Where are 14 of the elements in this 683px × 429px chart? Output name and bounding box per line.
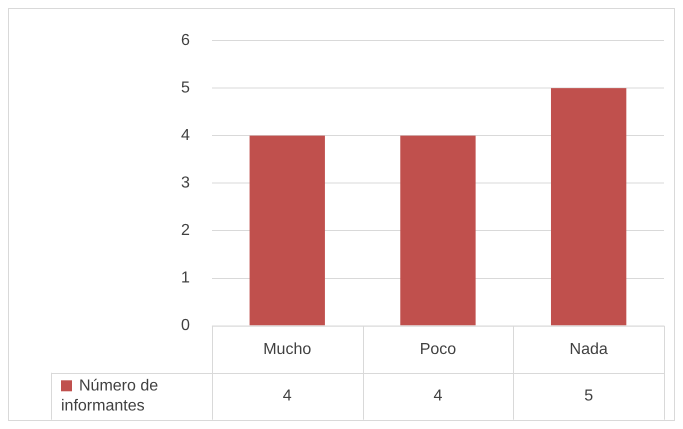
- x-tick-label: Poco: [420, 340, 456, 358]
- data-label: 4: [433, 388, 442, 405]
- y-tick-label: 1: [180, 270, 190, 287]
- y-tick-label: 6: [180, 32, 190, 50]
- legend-label: Número de informantes: [61, 378, 158, 415]
- y-tick-label: 0: [180, 317, 190, 334]
- y-tick-label: 3: [180, 174, 190, 192]
- data-label: 5: [584, 388, 594, 405]
- data-label: 4: [282, 388, 292, 405]
- y-tick-label: 4: [180, 127, 190, 144]
- x-tick-label: Mucho: [263, 340, 312, 358]
- y-tick-label: 5: [180, 80, 190, 97]
- y-tick-label: 2: [180, 222, 190, 240]
- x-tick-label: Nada: [570, 340, 608, 358]
